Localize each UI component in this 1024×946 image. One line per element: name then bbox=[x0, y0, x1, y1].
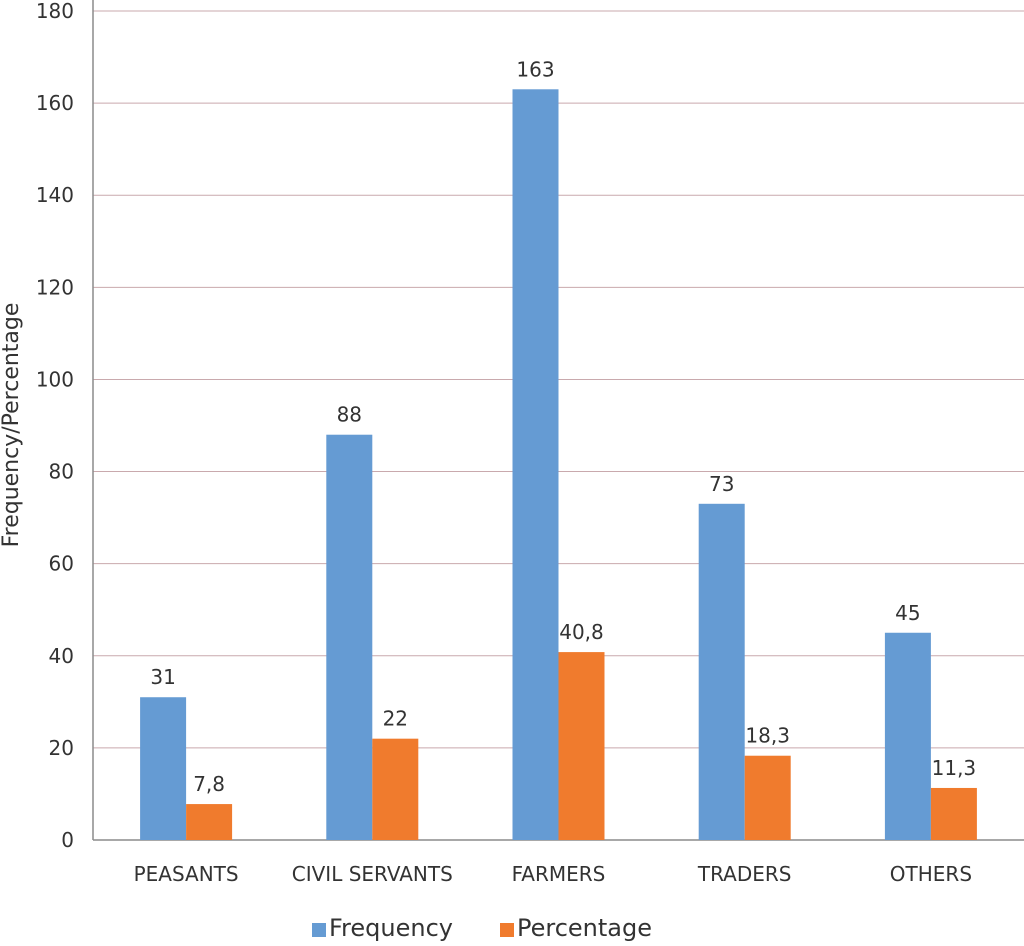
legend-label-frequency: Frequency bbox=[329, 914, 453, 942]
y-tick-label: 60 bbox=[49, 552, 74, 576]
x-category-label: OTHERS bbox=[890, 862, 972, 886]
x-category-label: FARMERS bbox=[512, 862, 606, 886]
bar-frequency-peasants bbox=[140, 697, 187, 840]
y-tick-label: 80 bbox=[49, 460, 74, 484]
y-tick-label: 0 bbox=[61, 828, 74, 852]
y-tick-label: 120 bbox=[36, 275, 74, 299]
x-category-label: CIVIL SERVANTS bbox=[292, 862, 453, 886]
bar-percentage-traders bbox=[744, 755, 791, 840]
data-label: 22 bbox=[383, 707, 408, 731]
legend-swatch-percentage bbox=[500, 923, 514, 937]
x-category-label: TRADERS bbox=[697, 862, 792, 886]
x-category-label: PEASANTS bbox=[134, 862, 239, 886]
legend-swatch-frequency bbox=[312, 923, 326, 937]
legend: Frequency Percentage bbox=[312, 914, 652, 942]
data-label: 88 bbox=[337, 403, 362, 427]
bar-frequency-others bbox=[884, 632, 931, 840]
data-label: 31 bbox=[150, 665, 175, 689]
bar-frequency-traders bbox=[698, 503, 745, 840]
legend-label-percentage: Percentage bbox=[517, 914, 652, 942]
data-label: 11,3 bbox=[932, 756, 977, 780]
y-tick-label: 180 bbox=[36, 0, 74, 23]
y-tick-label: 140 bbox=[36, 183, 74, 207]
y-axis-title: Frequency/Percentage bbox=[0, 303, 24, 548]
data-label: 7,8 bbox=[193, 772, 225, 796]
y-tick-label: 100 bbox=[36, 367, 74, 391]
data-label: 73 bbox=[709, 472, 734, 496]
bar-percentage-peasants bbox=[186, 804, 233, 840]
bar-percentage-farmers bbox=[558, 652, 605, 840]
y-tick-label: 20 bbox=[49, 736, 74, 760]
data-label: 163 bbox=[516, 57, 554, 81]
data-label: 18,3 bbox=[745, 724, 790, 748]
bar-percentage-others bbox=[930, 787, 977, 840]
data-labels: 31 7,8 88 22 163 40,8 73 18,3 45 11,3 bbox=[150, 57, 976, 796]
y-tick-label: 40 bbox=[49, 644, 74, 668]
y-tick-label: 160 bbox=[36, 91, 74, 115]
bar-frequency-farmers bbox=[512, 89, 559, 841]
bar-frequency-civil-servants bbox=[326, 434, 373, 840]
bar-percentage-civil-servants bbox=[372, 738, 419, 840]
data-label: 40,8 bbox=[559, 620, 604, 644]
data-label: 45 bbox=[895, 601, 920, 625]
bars bbox=[140, 89, 977, 841]
